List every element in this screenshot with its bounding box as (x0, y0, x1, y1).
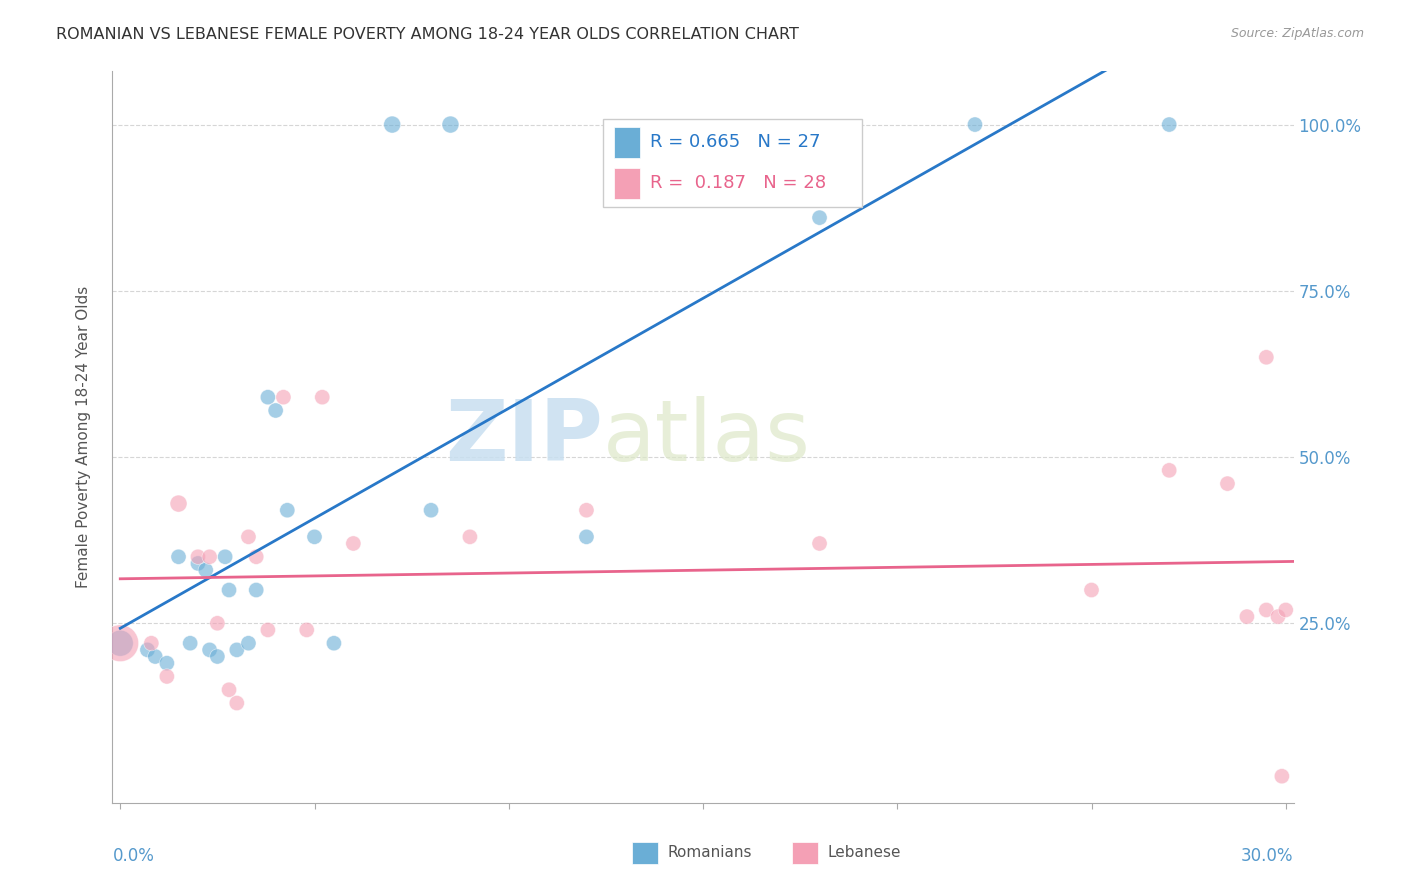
Point (458, 530, 481, 544)
Point (1256, 603, 1278, 617)
Point (245, 549, 267, 564)
Point (198, 549, 221, 564)
Text: ROMANIAN VS LEBANESE FEMALE POVERTY AMONG 18-24 YEAR OLDS CORRELATION CHART: ROMANIAN VS LEBANESE FEMALE POVERTY AMON… (56, 27, 799, 42)
Point (439, 118, 461, 132)
Text: 0.0%: 0.0% (112, 847, 155, 864)
Text: Source: ZipAtlas.com: Source: ZipAtlas.com (1230, 27, 1364, 40)
Point (238, 530, 260, 544)
Text: ZIP: ZIP (444, 395, 603, 479)
Point (187, 549, 209, 564)
Point (276, 503, 298, 517)
Point (1274, 603, 1296, 617)
Text: R =  0.187   N = 28: R = 0.187 N = 28 (650, 174, 825, 193)
Text: Lebanese: Lebanese (827, 845, 900, 860)
Point (167, 497, 190, 511)
Point (214, 549, 236, 564)
Point (167, 549, 190, 564)
Point (257, 390, 280, 404)
Point (295, 623, 318, 637)
Point (225, 696, 247, 710)
Point (264, 403, 287, 417)
Point (575, 530, 598, 544)
Point (1080, 582, 1102, 597)
Point (156, 669, 179, 683)
Bar (633, 841, 658, 863)
Y-axis label: Female Poverty Among 18-24 Year Olds: Female Poverty Among 18-24 Year Olds (76, 286, 91, 588)
Point (238, 636, 260, 650)
Point (136, 643, 159, 657)
Text: atlas: atlas (603, 395, 811, 479)
Point (1216, 476, 1239, 491)
Point (1236, 609, 1258, 624)
Point (1267, 609, 1289, 624)
Point (198, 643, 221, 657)
Point (304, 530, 326, 544)
Point (420, 503, 443, 517)
Text: 30.0%: 30.0% (1241, 847, 1294, 864)
Point (1159, 463, 1181, 477)
Text: R = 0.665   N = 27: R = 0.665 N = 27 (650, 133, 820, 152)
Point (273, 390, 295, 404)
Point (187, 557, 209, 571)
Bar (614, 168, 640, 199)
Point (381, 118, 404, 132)
Point (808, 211, 831, 225)
Point (110, 636, 132, 650)
Point (207, 649, 229, 664)
Point (245, 582, 267, 597)
Point (1256, 351, 1278, 365)
Bar (614, 127, 640, 158)
Text: Romanians: Romanians (668, 845, 752, 860)
Point (311, 390, 333, 404)
Point (257, 623, 280, 637)
Point (323, 636, 346, 650)
Point (207, 616, 229, 631)
Bar (792, 841, 817, 863)
Point (156, 656, 179, 670)
Point (143, 649, 166, 664)
Point (194, 563, 217, 577)
Point (1159, 118, 1181, 132)
Point (179, 636, 201, 650)
Point (218, 582, 240, 597)
Point (342, 536, 364, 550)
Point (575, 503, 598, 517)
Point (1271, 769, 1294, 783)
Bar (603, 119, 862, 207)
Point (225, 643, 247, 657)
Point (110, 636, 132, 650)
Point (218, 682, 240, 697)
Point (808, 536, 831, 550)
Point (963, 118, 986, 132)
Point (141, 636, 163, 650)
